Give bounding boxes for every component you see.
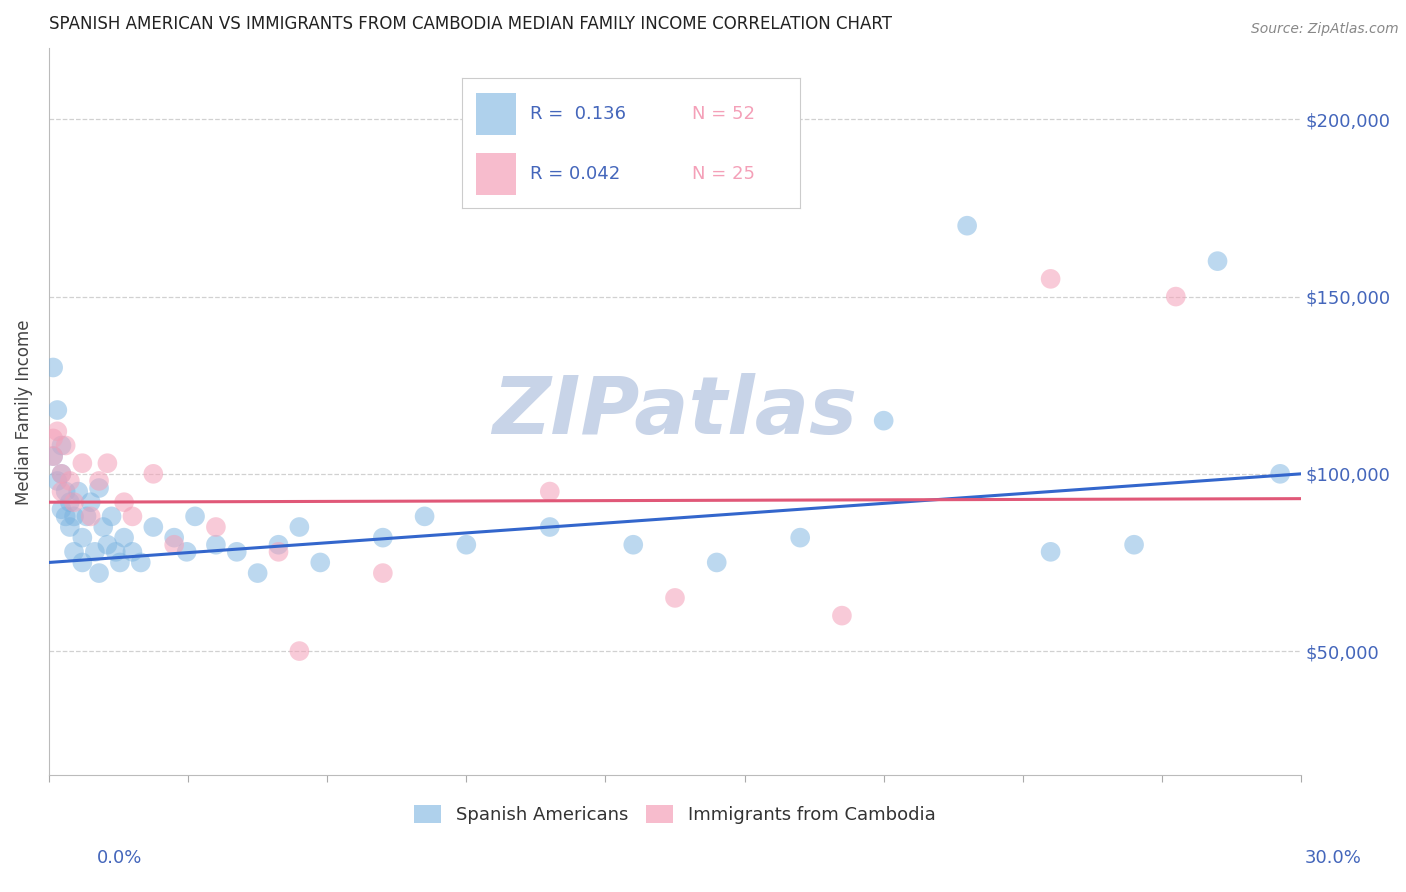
Point <box>67 484 90 499</box>
Point <box>184 509 207 524</box>
Point <box>55 509 77 524</box>
Point <box>46 403 69 417</box>
Point <box>371 566 394 580</box>
Point <box>246 566 269 580</box>
Text: 0.0%: 0.0% <box>97 849 142 867</box>
Point <box>112 495 135 509</box>
Point <box>80 495 103 509</box>
Point <box>538 484 561 499</box>
Point <box>51 438 73 452</box>
Point <box>51 484 73 499</box>
Point <box>956 219 979 233</box>
Point <box>288 520 311 534</box>
Text: ZIPatlas: ZIPatlas <box>492 373 858 450</box>
Point <box>831 608 853 623</box>
Point <box>42 360 65 375</box>
Point <box>59 495 82 509</box>
Point <box>80 509 103 524</box>
Point <box>664 591 686 605</box>
Point <box>267 545 290 559</box>
Point <box>87 481 110 495</box>
Point <box>108 556 131 570</box>
Point <box>176 545 198 559</box>
Point <box>1268 467 1291 481</box>
Point <box>413 509 436 524</box>
Point <box>96 538 118 552</box>
Point <box>42 449 65 463</box>
Point <box>205 538 228 552</box>
Y-axis label: Median Family Income: Median Family Income <box>15 319 32 505</box>
Point <box>309 556 332 570</box>
Point <box>55 438 77 452</box>
Point <box>83 545 105 559</box>
Point <box>267 538 290 552</box>
Text: 30.0%: 30.0% <box>1305 849 1361 867</box>
Point <box>104 545 127 559</box>
Point <box>142 520 165 534</box>
Point <box>1206 254 1229 268</box>
Point <box>87 474 110 488</box>
Point <box>129 556 152 570</box>
Point <box>621 538 644 552</box>
Point <box>225 545 247 559</box>
Point <box>872 414 894 428</box>
Point <box>59 520 82 534</box>
Point <box>42 431 65 445</box>
Point <box>163 531 186 545</box>
Point <box>163 538 186 552</box>
Text: Source: ZipAtlas.com: Source: ZipAtlas.com <box>1251 22 1399 37</box>
Point <box>46 425 69 439</box>
Point <box>706 556 728 570</box>
Point <box>72 456 94 470</box>
Point <box>1039 272 1062 286</box>
Legend: Spanish Americans, Immigrants from Cambodia: Spanish Americans, Immigrants from Cambo… <box>408 797 943 831</box>
Point <box>76 509 98 524</box>
Point <box>121 545 143 559</box>
Point <box>205 520 228 534</box>
Point <box>63 495 86 509</box>
Text: SPANISH AMERICAN VS IMMIGRANTS FROM CAMBODIA MEDIAN FAMILY INCOME CORRELATION CH: SPANISH AMERICAN VS IMMIGRANTS FROM CAMB… <box>49 15 891 33</box>
Point <box>51 502 73 516</box>
Point <box>1164 289 1187 303</box>
Point <box>121 509 143 524</box>
Point <box>142 467 165 481</box>
Point <box>51 467 73 481</box>
Point <box>59 474 82 488</box>
Point <box>63 545 86 559</box>
Point <box>789 531 811 545</box>
Point <box>1039 545 1062 559</box>
Point <box>371 531 394 545</box>
Point <box>63 509 86 524</box>
Point <box>55 484 77 499</box>
Point <box>87 566 110 580</box>
Point <box>112 531 135 545</box>
Point <box>100 509 122 524</box>
Point <box>288 644 311 658</box>
Point <box>91 520 114 534</box>
Point <box>1123 538 1146 552</box>
Point <box>51 467 73 481</box>
Point <box>72 531 94 545</box>
Point <box>538 520 561 534</box>
Point <box>42 449 65 463</box>
Point <box>96 456 118 470</box>
Point <box>456 538 478 552</box>
Point <box>46 474 69 488</box>
Point <box>72 556 94 570</box>
